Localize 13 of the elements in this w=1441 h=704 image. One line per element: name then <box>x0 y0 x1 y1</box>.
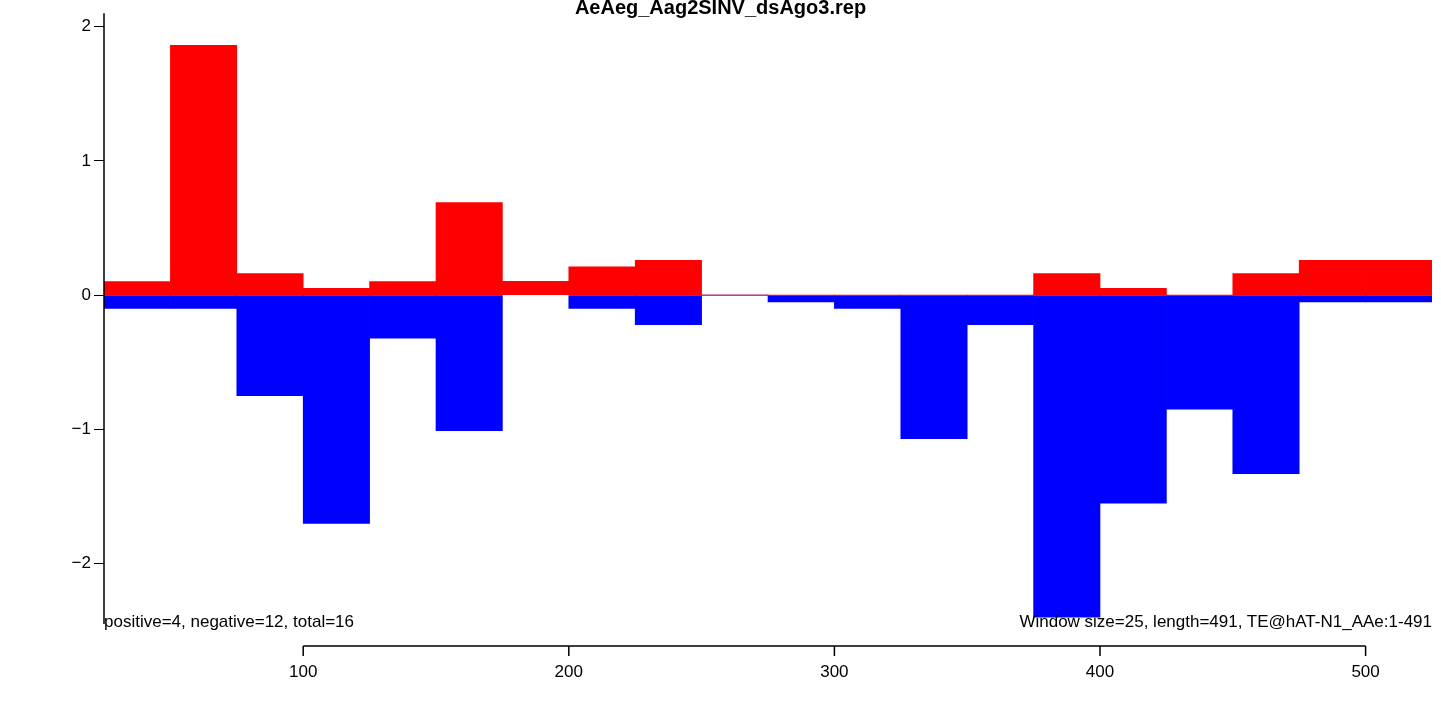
x-tick-label: 300 <box>820 661 849 681</box>
x-tick-label: 400 <box>1085 661 1115 681</box>
y-tick-label: −1 <box>71 419 91 439</box>
x-tick-label: 500 <box>1351 661 1380 681</box>
chart-title: AeAeg_Aag2SINV_dsAgo3.rep <box>574 0 867 18</box>
y-tick-label: 1 <box>81 150 91 170</box>
y-tick-label: 0 <box>81 284 91 304</box>
x-tick-label: 200 <box>554 661 583 681</box>
annotation: positive=4, negative=12, total=16 <box>104 612 354 632</box>
y-tick-label: 2 <box>81 16 91 36</box>
annotation: Window size=25, length=491, TE@hAT-N1_AAe:1-491 <box>1019 612 1432 632</box>
y-tick-label: −2 <box>71 553 91 573</box>
x-tick-label: 100 <box>289 661 318 681</box>
